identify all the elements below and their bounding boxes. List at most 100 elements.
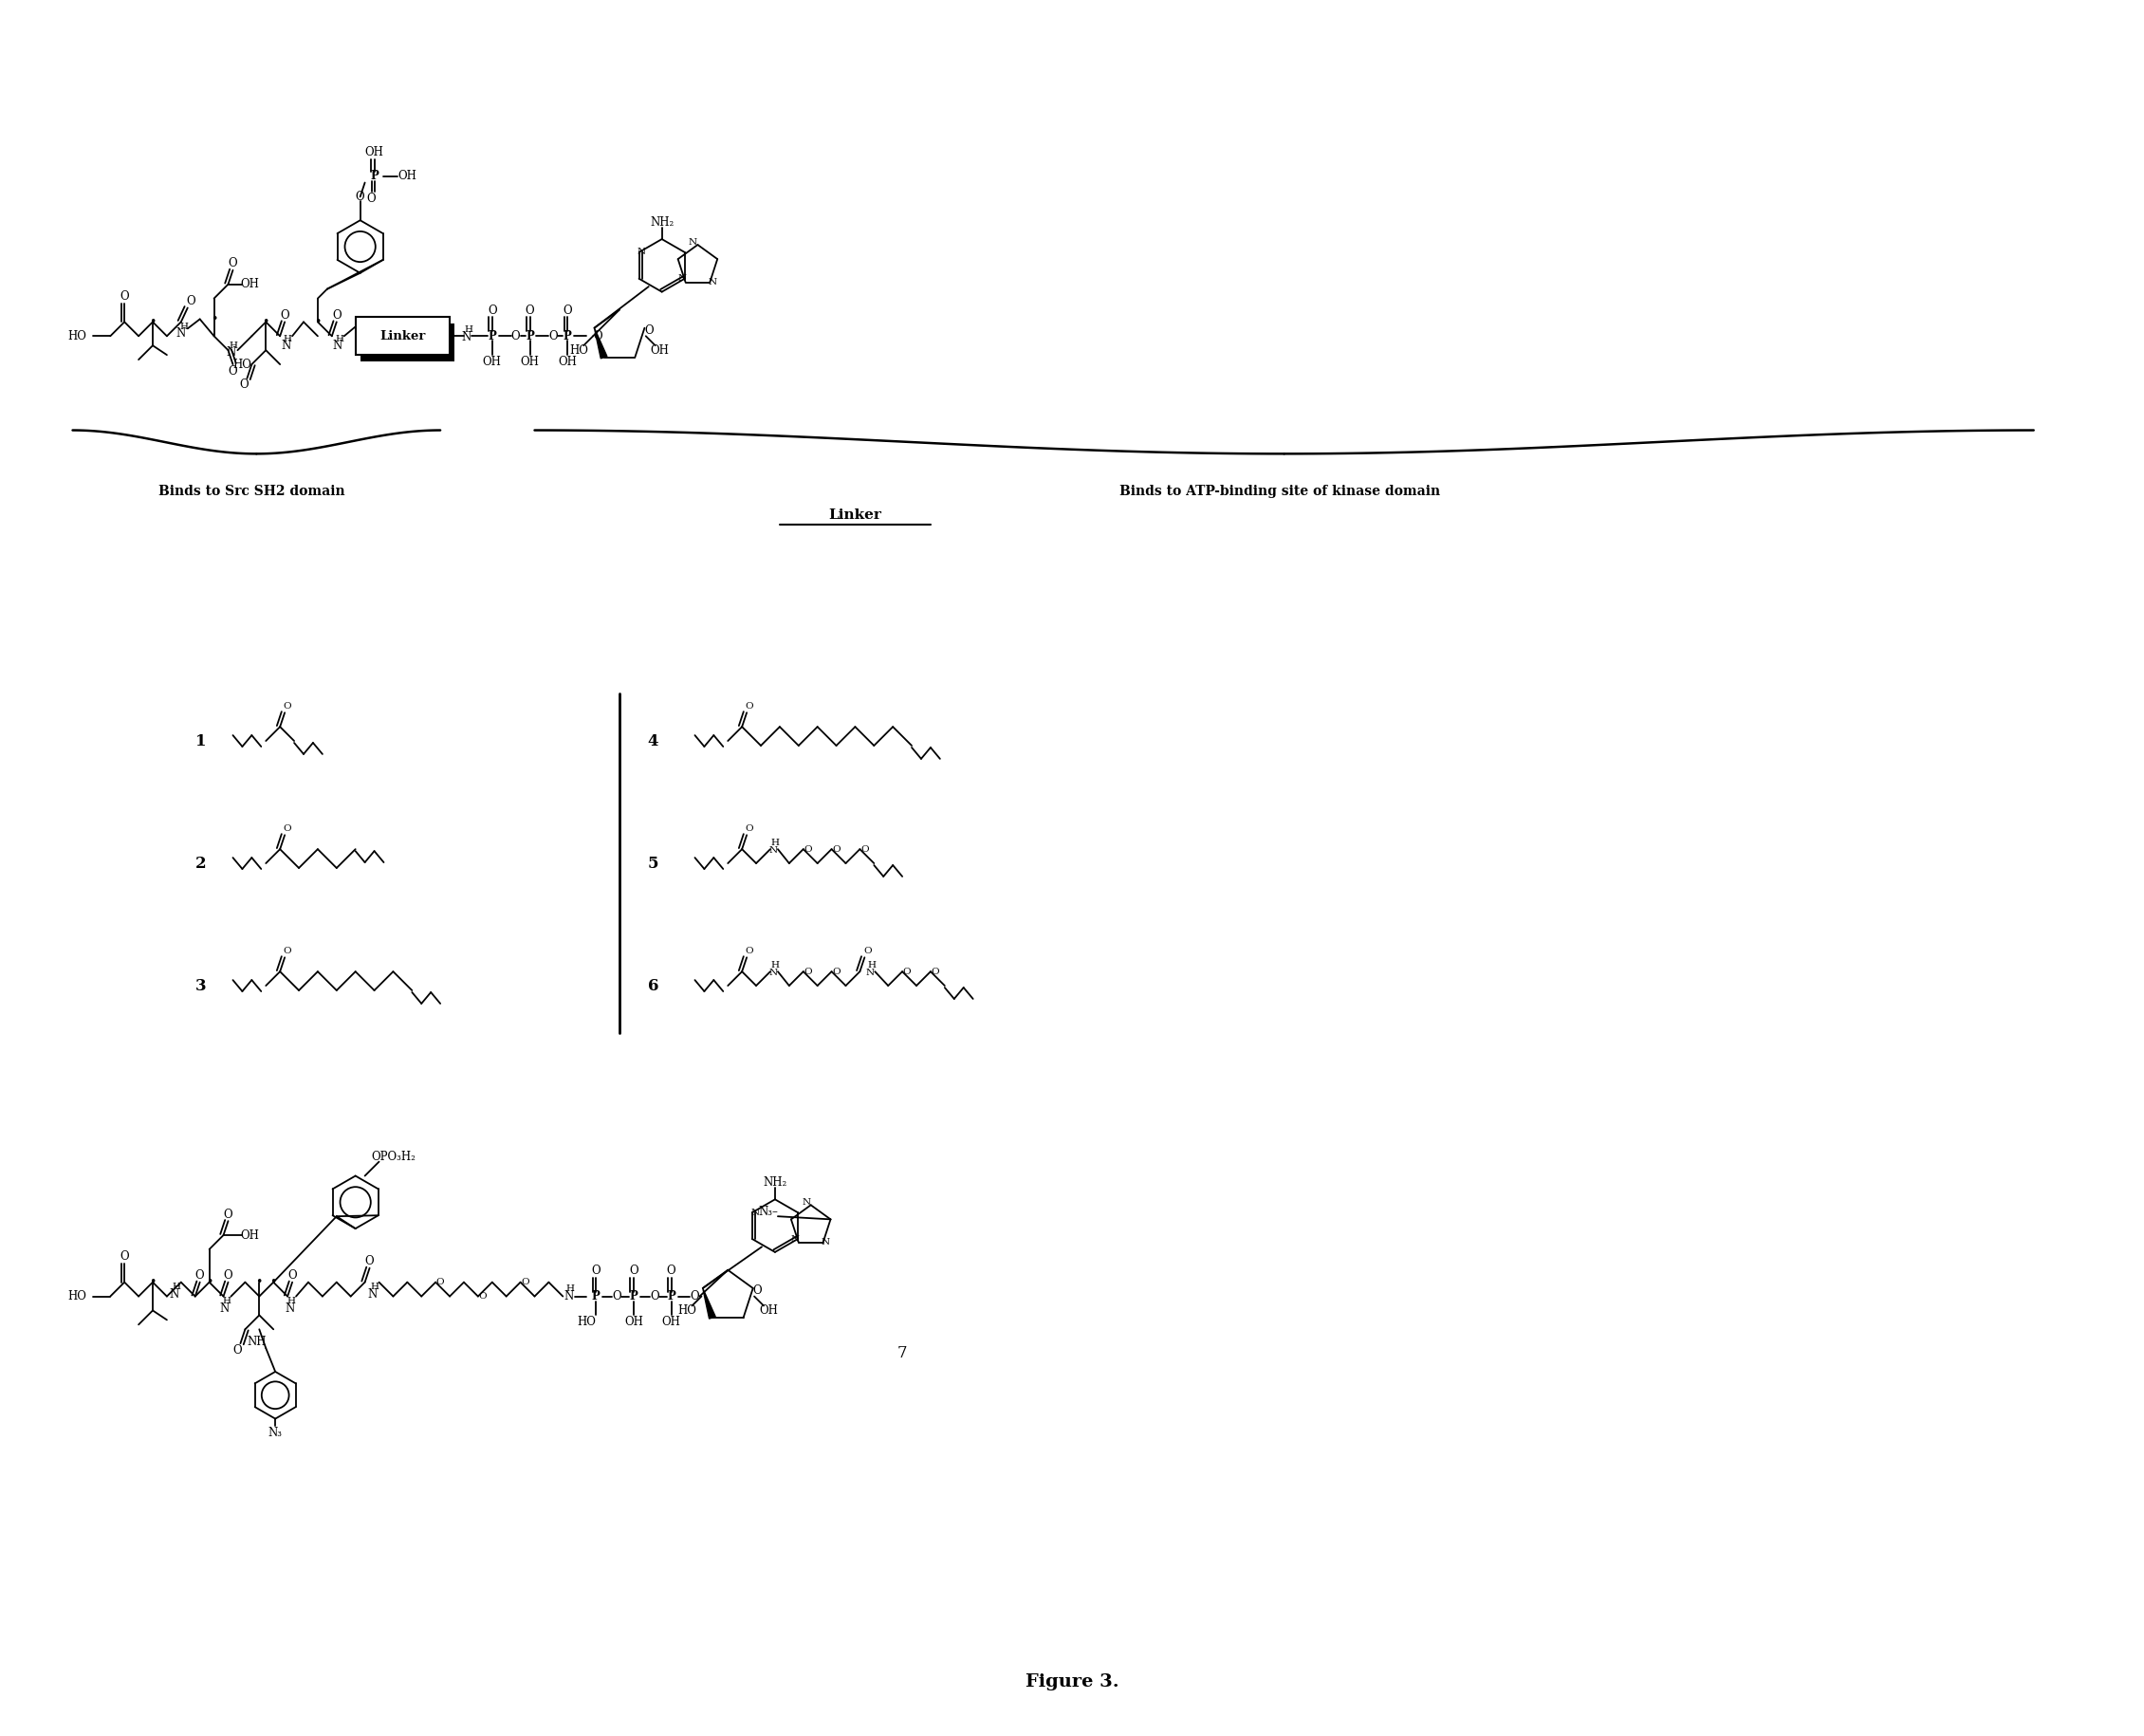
Text: O: O	[628, 1266, 639, 1278]
Text: O: O	[521, 1278, 530, 1286]
Text: N: N	[770, 969, 778, 977]
Text: O: O	[645, 325, 654, 337]
Text: Binds to ATP-binding site of kinase domain: Binds to ATP-binding site of kinase doma…	[1119, 484, 1441, 498]
Text: Binds to Src SH2 domain: Binds to Src SH2 domain	[159, 484, 345, 498]
Text: N: N	[821, 1238, 830, 1246]
Text: OH: OH	[759, 1304, 778, 1316]
Text: N: N	[169, 1288, 180, 1300]
Text: P: P	[630, 1290, 637, 1302]
Text: O: O	[690, 1290, 699, 1302]
Text: NH₂: NH₂	[763, 1177, 787, 1189]
Text: O: O	[223, 1208, 234, 1220]
Text: O: O	[120, 1250, 129, 1264]
Text: H: H	[465, 325, 474, 333]
Text: O: O	[227, 365, 238, 377]
Text: HO: HO	[234, 358, 251, 370]
Text: 3: 3	[195, 977, 206, 993]
Text: O: O	[549, 330, 557, 342]
Text: O: O	[804, 967, 813, 976]
Text: H: H	[371, 1283, 379, 1292]
Text: O: O	[223, 1269, 234, 1281]
Text: P: P	[525, 330, 534, 342]
Text: O: O	[367, 193, 375, 205]
Text: HO: HO	[678, 1304, 697, 1316]
Text: OH: OH	[557, 356, 577, 368]
Text: OH: OH	[240, 278, 259, 290]
Text: P: P	[592, 1290, 600, 1302]
FancyBboxPatch shape	[356, 318, 450, 354]
Text: NH: NH	[247, 1335, 266, 1347]
FancyBboxPatch shape	[360, 325, 455, 361]
Text: •: •	[206, 1276, 212, 1288]
Text: P: P	[489, 330, 495, 342]
Text: O: O	[746, 946, 755, 955]
Text: O: O	[510, 330, 521, 342]
Text: •: •	[262, 316, 270, 328]
Text: N: N	[708, 278, 716, 286]
Text: N: N	[281, 339, 292, 352]
Text: N: N	[866, 969, 875, 977]
Text: OH: OH	[624, 1316, 643, 1328]
Text: O: O	[832, 845, 840, 854]
Text: H: H	[868, 960, 877, 969]
Text: O: O	[283, 701, 292, 710]
Text: O: O	[525, 304, 534, 318]
Text: Figure 3.: Figure 3.	[1025, 1674, 1119, 1691]
Text: O: O	[564, 304, 572, 318]
Text: N₃–: N₃–	[759, 1205, 778, 1217]
Text: O: O	[332, 309, 341, 321]
Text: OPO₃H₂: OPO₃H₂	[371, 1151, 416, 1163]
Text: OH: OH	[662, 1316, 680, 1328]
Text: HO: HO	[577, 1316, 596, 1328]
Text: O: O	[804, 845, 813, 854]
Text: 4: 4	[647, 733, 658, 748]
Text: O: O	[487, 304, 497, 318]
Text: H: H	[283, 335, 292, 344]
Text: P: P	[371, 170, 379, 182]
Text: O: O	[283, 946, 292, 955]
Text: O: O	[281, 309, 289, 321]
Text: H: H	[770, 960, 778, 969]
Text: N: N	[791, 1234, 800, 1243]
Text: OH: OH	[240, 1229, 259, 1241]
Text: N: N	[225, 345, 236, 358]
Text: HO: HO	[69, 330, 86, 342]
Text: H: H	[180, 323, 189, 332]
Text: N: N	[678, 274, 686, 283]
Text: O: O	[832, 967, 840, 976]
Text: O: O	[594, 330, 602, 342]
Text: 5: 5	[647, 856, 658, 871]
Text: 1: 1	[195, 733, 206, 748]
Text: O: O	[592, 1266, 600, 1278]
Text: N: N	[637, 248, 645, 257]
Text: 2: 2	[195, 856, 206, 871]
Text: N: N	[688, 238, 697, 247]
Text: P: P	[564, 330, 572, 342]
Text: •: •	[270, 1276, 277, 1288]
Text: O: O	[240, 378, 249, 391]
Text: O: O	[864, 946, 870, 955]
Text: •: •	[150, 316, 157, 328]
Text: O: O	[287, 1269, 296, 1281]
Text: O: O	[283, 825, 292, 833]
Text: 6: 6	[647, 977, 658, 993]
Text: O: O	[903, 967, 911, 976]
Text: O: O	[227, 257, 238, 269]
Text: O: O	[930, 967, 939, 976]
Text: •: •	[210, 312, 217, 325]
Text: HO: HO	[69, 1290, 86, 1302]
Polygon shape	[703, 1288, 716, 1319]
Text: O: O	[234, 1344, 242, 1356]
Text: H: H	[334, 335, 343, 344]
Text: H: H	[287, 1297, 296, 1305]
Text: OH: OH	[521, 356, 540, 368]
Text: OH: OH	[399, 170, 416, 182]
Text: N: N	[461, 332, 472, 344]
Text: •: •	[315, 316, 322, 328]
Text: O: O	[195, 1269, 204, 1281]
Text: O: O	[667, 1266, 675, 1278]
Text: H: H	[229, 342, 238, 349]
Text: H: H	[223, 1297, 232, 1305]
Text: O: O	[860, 845, 868, 854]
Text: O: O	[746, 825, 755, 833]
